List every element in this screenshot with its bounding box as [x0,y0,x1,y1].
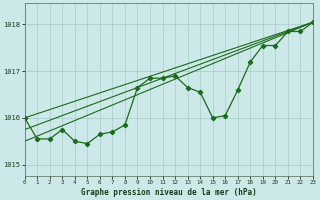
X-axis label: Graphe pression niveau de la mer (hPa): Graphe pression niveau de la mer (hPa) [81,188,257,197]
